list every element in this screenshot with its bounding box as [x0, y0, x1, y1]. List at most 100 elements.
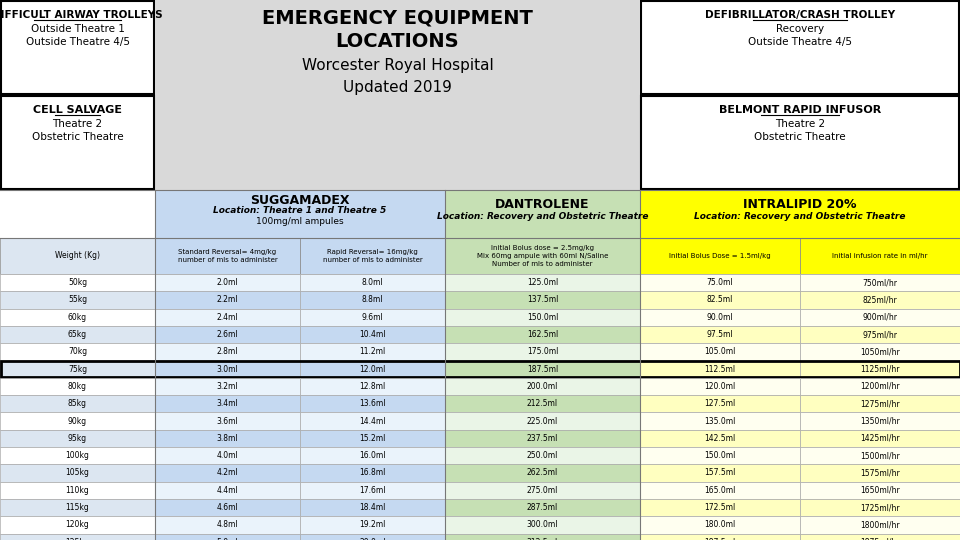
Bar: [155, 361, 300, 378]
Bar: [155, 395, 300, 413]
Bar: [800, 447, 960, 464]
Bar: [300, 378, 445, 395]
Text: 825ml/hr: 825ml/hr: [863, 295, 898, 305]
Bar: [0, 499, 155, 516]
Bar: [800, 238, 960, 274]
Text: 15.2ml: 15.2ml: [359, 434, 386, 443]
Bar: [1, 1, 154, 94]
Text: Location: Theatre 1 and Theatre 5: Location: Theatre 1 and Theatre 5: [213, 206, 387, 215]
Text: Initial Bolus Dose = 1.5ml/kg: Initial Bolus Dose = 1.5ml/kg: [669, 253, 771, 259]
Bar: [800, 395, 960, 413]
Bar: [800, 482, 960, 499]
Bar: [0, 464, 155, 482]
Text: Theatre 2
Obstetric Theatre: Theatre 2 Obstetric Theatre: [755, 119, 846, 142]
Bar: [300, 326, 445, 343]
Bar: [0, 447, 155, 464]
Bar: [800, 291, 960, 308]
Bar: [155, 291, 300, 308]
Text: 212.5ml: 212.5ml: [527, 399, 558, 408]
Bar: [800, 516, 960, 534]
Bar: [445, 482, 640, 499]
Text: 120kg: 120kg: [65, 521, 89, 529]
Text: 287.5ml: 287.5ml: [527, 503, 558, 512]
Bar: [445, 499, 640, 516]
Text: 1875ml/hr: 1875ml/hr: [860, 538, 900, 540]
Bar: [800, 343, 960, 361]
Text: 70kg: 70kg: [68, 347, 87, 356]
Text: 11.2ml: 11.2ml: [359, 347, 386, 356]
Bar: [445, 430, 640, 447]
Bar: [300, 516, 445, 534]
Text: 3.4ml: 3.4ml: [217, 399, 238, 408]
Text: 150.0ml: 150.0ml: [527, 313, 558, 322]
Bar: [300, 238, 445, 274]
Bar: [0, 326, 155, 343]
Text: 275.0ml: 275.0ml: [527, 486, 558, 495]
Bar: [640, 190, 960, 238]
Text: Worcester Royal Hospital: Worcester Royal Hospital: [301, 58, 493, 73]
Bar: [155, 413, 300, 430]
Bar: [445, 395, 640, 413]
Text: 750ml/hr: 750ml/hr: [862, 278, 898, 287]
Bar: [640, 378, 800, 395]
Text: Rapid Reversal= 16mg/kg
number of mls to administer: Rapid Reversal= 16mg/kg number of mls to…: [323, 249, 422, 263]
Bar: [0, 291, 155, 308]
Text: 187.5ml: 187.5ml: [705, 538, 735, 540]
Text: 1575ml/hr: 1575ml/hr: [860, 468, 900, 477]
Bar: [445, 190, 640, 238]
Text: 127.5ml: 127.5ml: [705, 399, 735, 408]
Text: 3.6ml: 3.6ml: [217, 416, 238, 426]
Text: 20.0ml: 20.0ml: [359, 538, 386, 540]
Bar: [640, 395, 800, 413]
Text: CELL SALVAGE: CELL SALVAGE: [33, 105, 122, 115]
Bar: [800, 499, 960, 516]
Text: 187.5ml: 187.5ml: [527, 364, 558, 374]
Bar: [445, 413, 640, 430]
Bar: [300, 361, 445, 378]
Text: 14.4ml: 14.4ml: [359, 416, 386, 426]
Text: 4.6ml: 4.6ml: [217, 503, 238, 512]
Text: 225.0ml: 225.0ml: [527, 416, 558, 426]
Bar: [445, 361, 640, 378]
Bar: [800, 308, 960, 326]
Bar: [640, 308, 800, 326]
Text: Updated 2019: Updated 2019: [343, 80, 452, 95]
Bar: [445, 326, 640, 343]
Text: 9.6ml: 9.6ml: [362, 313, 383, 322]
Bar: [155, 430, 300, 447]
Bar: [155, 482, 300, 499]
Text: Location: Recovery and Obstetric Theatre: Location: Recovery and Obstetric Theatre: [437, 212, 648, 221]
Text: 250.0ml: 250.0ml: [527, 451, 558, 460]
Bar: [300, 482, 445, 499]
Text: Initial Bolus dose = 2.5mg/kg
Mix 60mg ampule with 60ml N/Saline
Number of mls t: Initial Bolus dose = 2.5mg/kg Mix 60mg a…: [477, 245, 609, 267]
Text: 17.6ml: 17.6ml: [359, 486, 386, 495]
Bar: [155, 534, 300, 540]
Text: 110kg: 110kg: [65, 486, 89, 495]
Bar: [1, 96, 154, 189]
Text: DIFFICULT AIRWAY TROLLEYS: DIFFICULT AIRWAY TROLLEYS: [0, 10, 163, 20]
Text: 82.5ml: 82.5ml: [707, 295, 733, 305]
Text: 95kg: 95kg: [68, 434, 87, 443]
Text: 5.0ml: 5.0ml: [217, 538, 238, 540]
Bar: [0, 413, 155, 430]
Text: 10.4ml: 10.4ml: [359, 330, 386, 339]
Text: 2.2ml: 2.2ml: [217, 295, 238, 305]
Text: 50kg: 50kg: [68, 278, 87, 287]
Text: 97.5ml: 97.5ml: [707, 330, 733, 339]
Text: 1725ml/hr: 1725ml/hr: [860, 503, 900, 512]
Text: 80kg: 80kg: [68, 382, 87, 391]
Bar: [640, 482, 800, 499]
Text: 85kg: 85kg: [68, 399, 87, 408]
Bar: [0, 516, 155, 534]
Text: 165.0ml: 165.0ml: [705, 486, 735, 495]
Bar: [300, 447, 445, 464]
Bar: [640, 326, 800, 343]
Text: 135.0ml: 135.0ml: [705, 416, 735, 426]
Bar: [155, 274, 300, 291]
Bar: [300, 499, 445, 516]
Bar: [300, 464, 445, 482]
Bar: [0, 482, 155, 499]
Bar: [800, 464, 960, 482]
Text: 16.8ml: 16.8ml: [359, 468, 386, 477]
Text: 112.5ml: 112.5ml: [705, 364, 735, 374]
